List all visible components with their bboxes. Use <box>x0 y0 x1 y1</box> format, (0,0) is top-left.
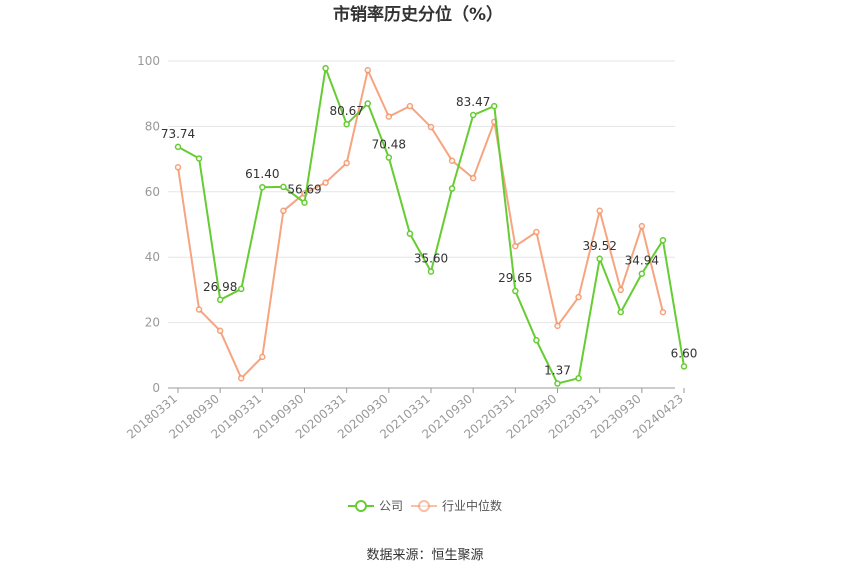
legend-item-company[interactable]: 公司 <box>348 499 403 513</box>
data-point-company[interactable] <box>385 154 393 161</box>
data-point-company[interactable] <box>301 199 308 206</box>
data-point-company[interactable] <box>680 363 688 370</box>
data-label: 83.47 <box>456 95 490 109</box>
legend-marker-company <box>355 500 367 512</box>
data-point-industry-median[interactable] <box>469 174 477 182</box>
data-label: 70.48 <box>372 138 406 152</box>
data-point-industry-median[interactable] <box>448 157 456 164</box>
data-point-company[interactable] <box>491 102 498 110</box>
legend-marker-industry-median <box>418 500 430 512</box>
data-point-industry-median[interactable] <box>427 123 435 131</box>
data-point-industry-median[interactable] <box>575 293 582 301</box>
data-point-company[interactable] <box>638 270 646 277</box>
data-point-industry-median[interactable] <box>512 242 519 250</box>
data-point-company[interactable] <box>617 308 624 316</box>
data-label: 73.74 <box>161 127 195 141</box>
series-layer <box>174 64 688 387</box>
grid <box>168 60 675 324</box>
data-point-industry-median[interactable] <box>259 353 266 361</box>
data-point-company[interactable] <box>533 337 540 344</box>
data-point-company[interactable] <box>406 230 414 237</box>
chart-title: 市销率历史分位（%） <box>333 4 503 25</box>
series-line-company <box>177 64 685 385</box>
data-point-industry-median[interactable] <box>596 207 603 215</box>
data-point-company[interactable] <box>596 255 603 263</box>
series-line-industry-median <box>177 67 664 380</box>
data-point-company[interactable] <box>575 374 582 382</box>
data-label: 1.37 <box>544 364 571 378</box>
data-point-industry-median[interactable] <box>533 228 540 236</box>
data-point-company[interactable] <box>512 287 519 295</box>
data-point-company[interactable] <box>195 155 203 162</box>
data-point-industry-median[interactable] <box>638 222 646 230</box>
data-label: 6.60 <box>671 346 698 360</box>
data-point-company[interactable] <box>469 111 477 119</box>
data-point-company[interactable] <box>216 296 224 304</box>
data-point-company[interactable] <box>238 285 245 293</box>
data-point-industry-median[interactable] <box>554 322 561 330</box>
data-point-industry-median[interactable] <box>659 308 667 316</box>
data-point-company[interactable] <box>280 183 287 191</box>
data-label: 26.98 <box>203 280 237 294</box>
series-company <box>174 64 688 387</box>
legend-item-industry-median[interactable]: 行业中位数 <box>411 498 502 513</box>
data-point-company[interactable] <box>448 185 456 192</box>
legend-label-industry-median: 行业中位数 <box>442 498 502 513</box>
y-tick-label: 100 <box>137 54 160 68</box>
data-point-company[interactable] <box>343 120 350 128</box>
data-point-industry-median[interactable] <box>280 207 287 215</box>
y-tick-label: 40 <box>145 250 160 264</box>
data-point-company[interactable] <box>427 268 435 275</box>
data-label: 80.67 <box>329 104 363 118</box>
data-point-industry-median[interactable] <box>216 327 224 335</box>
data-label: 29.65 <box>498 271 532 285</box>
source-note: 数据来源：恒生聚源 <box>366 548 483 563</box>
data-point-company[interactable] <box>364 100 371 107</box>
data-point-industry-median[interactable] <box>617 286 624 294</box>
data-point-industry-median[interactable] <box>385 113 393 120</box>
data-label: 39.52 <box>582 239 616 253</box>
data-point-industry-median[interactable] <box>364 66 371 74</box>
series-industry-median <box>174 66 667 382</box>
data-point-industry-median[interactable] <box>195 306 203 313</box>
data-point-industry-median[interactable] <box>343 159 350 167</box>
data-point-company[interactable] <box>322 64 329 72</box>
data-label: 34.94 <box>625 254 659 268</box>
data-point-company[interactable] <box>174 143 182 151</box>
y-tick-label: 80 <box>145 119 160 133</box>
y-tick-label: 0 <box>152 381 160 395</box>
data-label: 61.40 <box>245 167 279 181</box>
data-point-industry-median[interactable] <box>322 179 329 186</box>
data-point-company[interactable] <box>259 183 266 191</box>
data-point-industry-median[interactable] <box>406 102 414 110</box>
data-point-company[interactable] <box>554 380 561 387</box>
data-point-industry-median[interactable] <box>238 374 245 382</box>
data-labels: 73.74 26.98 61.40 56.69 80.67 70.48 35.60 83.47… <box>161 95 698 377</box>
y-tick-label: 20 <box>145 316 160 330</box>
data-label: 56.69 <box>287 183 321 197</box>
legend: 公司 行业中位数 <box>348 498 502 513</box>
data-point-company[interactable] <box>659 236 667 244</box>
y-tick-label: 60 <box>145 185 160 199</box>
data-point-industry-median[interactable] <box>174 164 182 171</box>
legend-label-company: 公司 <box>379 499 403 513</box>
data-label: 35.60 <box>414 252 448 266</box>
